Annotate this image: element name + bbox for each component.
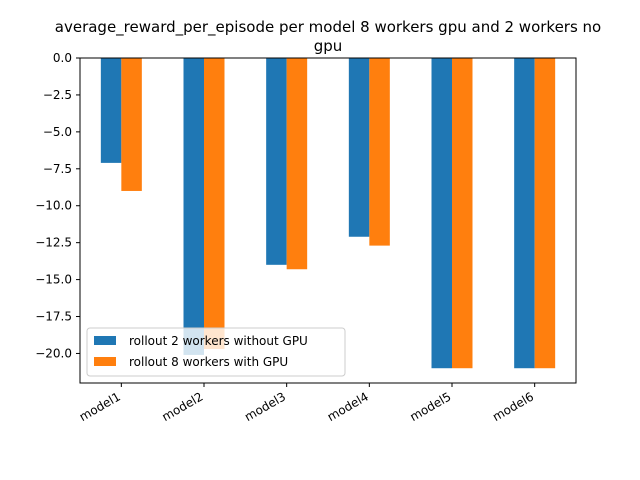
bar-series1-model6 [514,58,535,369]
y-axis: 0.0 −2.5 −5.0 −7.5 −10.0 −12.5 −15.0 −17.5 −20.0 [35,51,80,360]
legend-swatch [94,357,116,366]
chart-title: average_reward_per_episode per model 8 w… [55,18,601,55]
x-axis: model1 model2 model3 model4 model5 model6 [77,383,536,424]
chart-title-line-1: average_reward_per_episode per model 8 w… [55,18,601,37]
bar-series1-model5 [431,58,452,369]
x-tick-label: model5 [408,389,454,424]
y-tick-label: −12.5 [35,236,72,250]
y-tick-label: −5.0 [43,125,72,139]
bar-series1-model3 [266,58,287,265]
legend-box [86,327,346,377]
y-tick-label: −15.0 [35,273,72,287]
y-tick-label: −2.5 [43,88,72,102]
bars-group [100,58,556,369]
y-tick-label: −20.0 [35,346,72,360]
x-tick-label: model1 [77,389,123,424]
bar-series2-model1 [121,58,142,191]
x-tick-label: model3 [242,389,288,424]
legend-label: rollout 8 workers with GPU [129,355,288,369]
x-tick-label: model2 [160,389,206,424]
y-tick-label: −10.0 [35,199,72,213]
chart-title-line-2: gpu [314,37,343,55]
y-tick-label: −17.5 [35,310,72,324]
bar-series1-model2 [183,58,204,355]
legend-label: rollout 2 workers without GPU [129,334,308,348]
y-tick-label: −7.5 [43,162,72,176]
bar-series2-model5 [452,58,473,369]
bar-series1-model4 [348,58,370,237]
bar-series2-model6 [534,58,556,369]
legend: rollout 2 workers without GPU rollout 8 w… [86,327,346,377]
y-tick-label: 0.0 [53,51,72,65]
bar-series2-model4 [369,58,390,246]
x-tick-label: model4 [325,389,371,424]
bar-series2-model2 [204,58,225,350]
bar-series2-model3 [286,58,308,270]
x-tick-label: model6 [490,389,536,424]
legend-swatch [94,336,116,345]
plot-frame [79,57,577,384]
bar-series1-model1 [100,58,122,163]
